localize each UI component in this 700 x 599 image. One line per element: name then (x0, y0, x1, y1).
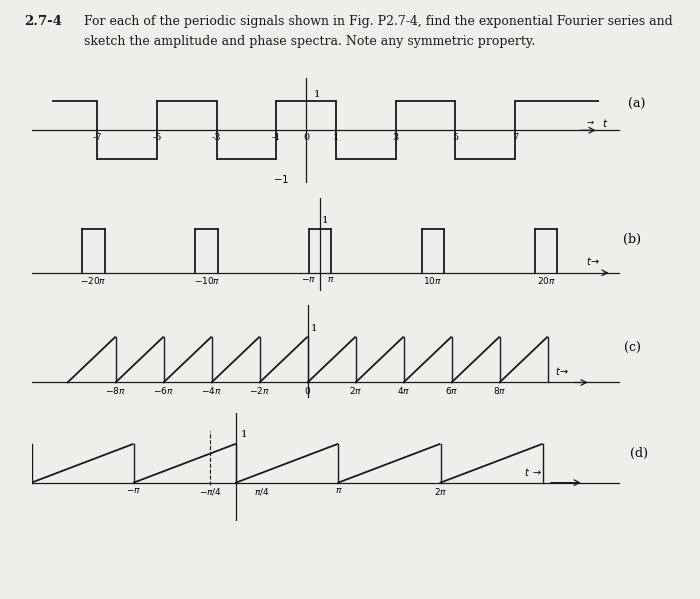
Text: $-6\pi$: $-6\pi$ (153, 385, 174, 396)
Text: $2\pi$: $2\pi$ (434, 486, 447, 497)
Text: sketch the amplitude and phase spectra. Note any symmetric property.: sketch the amplitude and phase spectra. … (84, 35, 536, 48)
Text: $6\pi$: $6\pi$ (445, 385, 458, 396)
Text: $\rightarrow$: $\rightarrow$ (584, 118, 595, 127)
Text: $t$: $t$ (601, 117, 608, 129)
Text: (c): (c) (624, 342, 641, 355)
Text: $-4\pi$: $-4\pi$ (201, 385, 222, 396)
Text: $\pi$: $\pi$ (335, 486, 342, 495)
Text: $-\pi$: $-\pi$ (301, 276, 316, 285)
Text: $4\pi$: $4\pi$ (397, 385, 410, 396)
Text: $-1$: $-1$ (273, 173, 290, 184)
Text: $t\!\rightarrow$: $t\!\rightarrow$ (555, 365, 569, 377)
Text: 1: 1 (314, 90, 320, 99)
Text: $t\!\rightarrow$: $t\!\rightarrow$ (587, 255, 601, 267)
Text: 2.7-4: 2.7-4 (25, 15, 62, 28)
Text: (b): (b) (623, 233, 641, 246)
Text: $10\pi$: $10\pi$ (424, 276, 442, 286)
Text: (a): (a) (629, 98, 646, 111)
Text: $\pi/4$: $\pi/4$ (254, 486, 270, 497)
Text: $-10\pi$: $-10\pi$ (193, 276, 220, 286)
Text: (d): (d) (630, 447, 648, 460)
Text: -1: -1 (272, 133, 281, 142)
Text: $2\pi$: $2\pi$ (349, 385, 362, 396)
Text: $20\pi$: $20\pi$ (536, 276, 556, 286)
Text: 1: 1 (321, 216, 328, 225)
Text: -7: -7 (92, 133, 102, 142)
Text: $0$: $0$ (304, 385, 311, 396)
Text: 1: 1 (332, 133, 339, 142)
Text: $-2\pi$: $-2\pi$ (249, 385, 270, 396)
Text: 1: 1 (311, 323, 318, 332)
Text: 5: 5 (452, 133, 458, 142)
Text: 3: 3 (393, 133, 399, 142)
Text: For each of the periodic signals shown in Fig. P2.7-4, find the exponential Four: For each of the periodic signals shown i… (84, 15, 673, 28)
Text: $-\pi$: $-\pi$ (126, 486, 141, 495)
Text: $8\pi$: $8\pi$ (493, 385, 506, 396)
Text: $t\ \rightarrow$: $t\ \rightarrow$ (524, 466, 542, 478)
Text: -5: -5 (152, 133, 162, 142)
Text: 7: 7 (512, 133, 518, 142)
Text: 0: 0 (303, 133, 309, 142)
Text: $\pi$: $\pi$ (328, 276, 335, 285)
Text: 1: 1 (241, 431, 248, 440)
Text: -3: -3 (212, 133, 221, 142)
Text: $-20\pi$: $-20\pi$ (80, 276, 107, 286)
Text: $-8\pi$: $-8\pi$ (105, 385, 126, 396)
Text: $-\pi/4$: $-\pi/4$ (199, 486, 222, 497)
